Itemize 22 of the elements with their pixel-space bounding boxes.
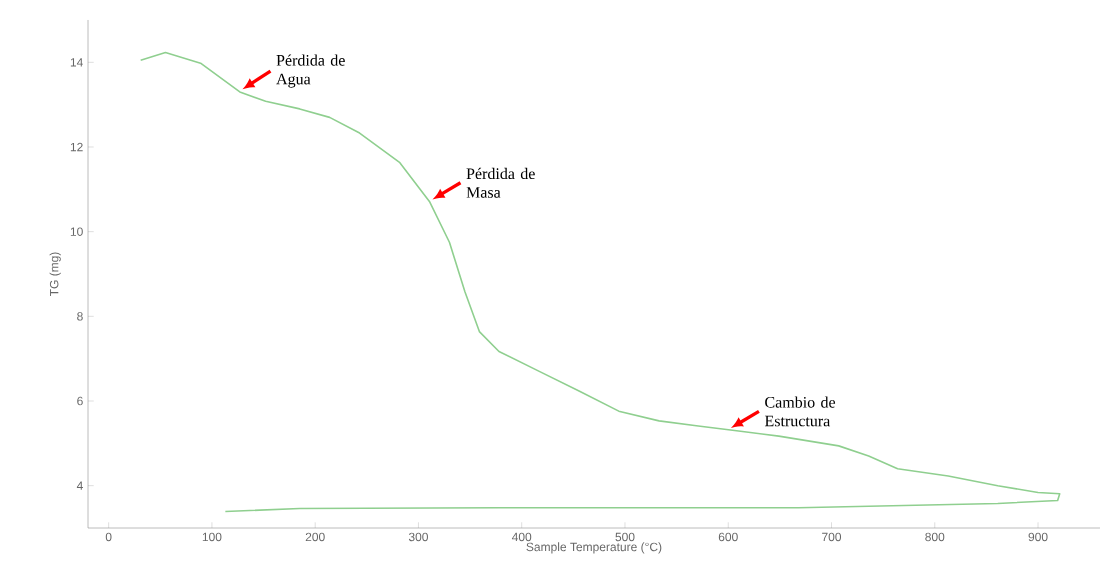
x-tick-label: 600 [718,532,738,542]
y-tick-label: 4 [76,481,83,490]
x-tick-label: 200 [305,532,325,542]
y-axis-title: TG (mg) [49,252,61,297]
x-tick-label: 400 [511,532,532,542]
annotation: Pérdida de Agua [276,54,345,88]
annotation: Cambio de Estructura [764,396,836,427]
line-series [139,51,1061,513]
y-tick-label: 8 [77,312,83,321]
x-tick-label: 800 [925,532,945,542]
x-tick-label: 100 [202,532,222,542]
y-tick-label: 12 [70,142,83,152]
y-tick-label: 10 [70,227,83,236]
x-tick-label: 900 [1028,532,1048,542]
x-tick-label: 500 [615,532,635,542]
x-tick-label: 300 [408,532,428,542]
x-axis-title: Sample Temperature (°C) [526,542,662,554]
annotation: Pérdida de Masa [466,167,535,198]
y-tick-label: 14 [70,58,83,67]
x-tick-label: 700 [822,532,842,542]
x-tick-label: 0 [105,532,112,542]
y-tick-label: 6 [77,396,83,406]
